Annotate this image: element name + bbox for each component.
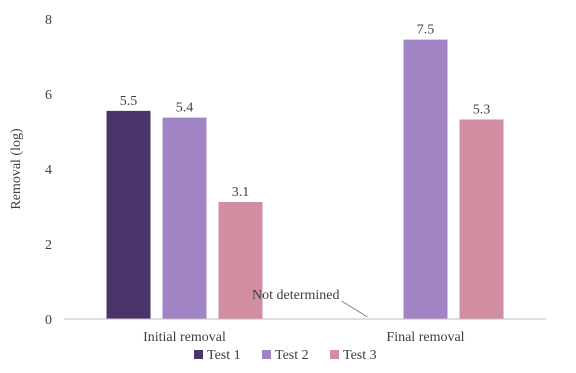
annotation-leader-line — [341, 300, 368, 318]
data-label: 7.5 — [417, 23, 435, 38]
legend-label: Test 3 — [343, 348, 377, 363]
x-tick-label: Final removal — [386, 330, 464, 345]
legend-label: Test 1 — [207, 348, 241, 363]
y-tick-label: 0 — [45, 313, 52, 328]
y-tick-label: 4 — [45, 163, 52, 178]
data-label: 5.5 — [120, 94, 138, 109]
bar-test-3 — [459, 119, 504, 319]
legend-swatch — [330, 350, 339, 359]
data-label: 5.4 — [176, 101, 194, 116]
y-axis-title: Removal (log) — [9, 128, 24, 210]
legend-label: Test 2 — [275, 348, 309, 363]
annotation-label: Not determined — [252, 288, 339, 303]
legend-swatch — [262, 350, 271, 359]
y-tick-label: 6 — [45, 88, 52, 103]
bar-test-2 — [403, 39, 448, 319]
bar-test-3 — [218, 202, 263, 319]
y-tick-label: 8 — [45, 13, 52, 28]
x-tick-label: Initial removal — [143, 330, 226, 345]
data-label: 3.1 — [232, 185, 250, 200]
y-tick-label: 2 — [45, 238, 52, 253]
bar-test-2 — [162, 117, 207, 319]
legend-swatch — [194, 350, 203, 359]
data-label: 5.3 — [473, 103, 491, 118]
bar-test-1 — [106, 110, 151, 319]
